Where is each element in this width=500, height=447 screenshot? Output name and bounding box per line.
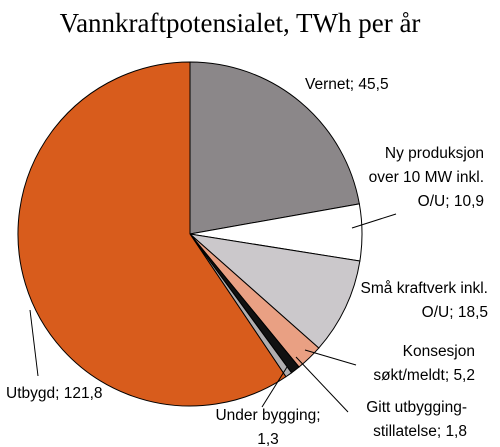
slice-label-line: O/U; 18,5 [422,304,488,321]
slice-label-line: stillatelse; 1,8 [373,423,467,440]
slice-label-line: Gitt utbygging- [366,399,467,416]
leader-line-gitt-utbygging [295,356,349,413]
slice-label-line: Utbygd; 121,8 [6,385,103,402]
pie-slice-sma-kraftverk [188,233,361,349]
pie-slice-vernet [189,61,360,235]
leader-line-konsesjon [304,349,357,366]
pie-slices [17,61,363,407]
slice-label-line: Vernet; 45,5 [305,76,389,93]
slice-label-konsesjon: Konsesjon søkt/meldt; 5,2 [373,343,475,384]
leader-lines [29,213,397,413]
slice-label-under-bygging: Under bygging; 1,3 [215,407,320,447]
slice-label-line: 1,3 [257,431,279,447]
leader-line-utbygd [29,309,39,377]
slice-label-line: O/U; 10,9 [418,193,484,210]
slice-label-line: Under bygging; [215,407,320,424]
slice-label-ny-produksjon: Ny produksjon over 10 MW inkl. O/U; 10,9 [369,145,484,210]
slice-label-utbygd: Utbygd; 121,8 [6,385,103,402]
slice-label-line: over 10 MW inkl. [369,169,484,186]
slice-labels: Vernet; 45,5 Ny produksjon over 10 MW inkl… [6,76,488,447]
pie-slice-utbygd [17,61,287,407]
slice-label-vernet: Vernet; 45,5 [305,76,389,93]
slice-label-line: Konsesjon [403,343,475,360]
leader-line-under-bygging [261,366,288,408]
slice-label-line: Små kraftverk inkl. [361,280,488,297]
slice-label-line: søkt/meldt; 5,2 [373,367,475,384]
chart-title: Vannkraftpotensialet, TWh per år [60,8,421,38]
slice-label-gitt-utbygging: Gitt utbygging-stillatelse; 1,8 [366,399,467,440]
slice-label-sma-kraftverk: Små kraftverk inkl. O/U; 18,5 [361,280,488,321]
slice-label-line: Ny produksjon [385,145,484,162]
leader-line-ny-produksjon [351,213,397,229]
